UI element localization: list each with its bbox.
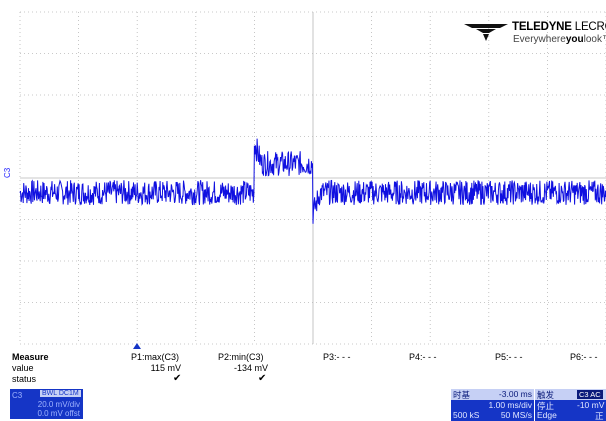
timebase-header: 时基 -3.00 ms: [451, 389, 534, 400]
channel-c3-tag[interactable]: C3: [3, 167, 12, 178]
graticule: [19, 11, 606, 345]
channel-c3-trace: [19, 138, 606, 224]
channel-id: C3: [12, 391, 23, 400]
brand-tagline: Everywhereyoulook™: [513, 34, 606, 45]
channel-c3-descriptor[interactable]: C3 BWL DC1M 20.0 mV/div 0.0 mV offst: [10, 389, 83, 419]
timebase-samples: 500 kS: [453, 410, 480, 420]
timebase-rate: 50 MS/s: [500, 410, 532, 420]
measure-param-p4[interactable]: P4:- - -: [409, 352, 437, 362]
brand-name: TELEDYNE LECROY: [512, 21, 606, 33]
trigger-slope: 正: [595, 411, 604, 421]
timebase-label: 时基: [453, 390, 471, 400]
measure-param-p2[interactable]: P2:min(C3): [218, 352, 264, 362]
measure-status-p2-check-icon: ✔: [258, 373, 267, 384]
measure-value-p1: 115 mV: [150, 363, 181, 373]
trigger-state: 停止: [537, 401, 555, 411]
teledyne-lecroy-logo: TELEDYNE LECROY Everywhereyoulook™: [464, 20, 606, 50]
trigger-label: 触发: [537, 390, 555, 400]
measure-param-p1[interactable]: P1:max(C3): [131, 352, 180, 362]
measure-header[interactable]: Measure: [12, 352, 49, 362]
trigger-descriptor[interactable]: 触发 C3 AC 停止 -10 mV Edge 正: [535, 389, 606, 421]
trigger-position-marker: [133, 343, 141, 349]
measure-param-p6[interactable]: P6:- - -: [570, 352, 598, 362]
measure-row-label-status: status: [12, 374, 37, 384]
trigger-header: 触发 C3 AC: [535, 389, 606, 400]
measure-param-p5[interactable]: P5:- - -: [495, 352, 523, 362]
trigger-channel-tag: C3 AC: [577, 390, 603, 399]
teledyne-logo-icon: [464, 24, 508, 41]
timebase-tdiv: 1.00 ms/div: [488, 400, 532, 410]
channel-vdiv: 20.0 mV/div: [37, 400, 80, 409]
measure-param-p3[interactable]: P3:- - -: [323, 352, 351, 362]
timebase-delay: -3.00 ms: [498, 389, 532, 399]
timebase-descriptor[interactable]: 时基 -3.00 ms 1.00 ms/div 500 kS 50 MS/s: [451, 389, 534, 421]
trigger-type: Edge: [537, 410, 557, 420]
channel-mode: BWL DC1M: [40, 390, 81, 397]
measure-row-label-value: value: [12, 363, 34, 373]
measure-value-p2: -134 mV: [233, 363, 268, 373]
measure-status-p1-check-icon: ✔: [173, 373, 182, 384]
trigger-level: -10 mV: [577, 400, 605, 410]
channel-offset: 0.0 mV offst: [37, 409, 80, 418]
